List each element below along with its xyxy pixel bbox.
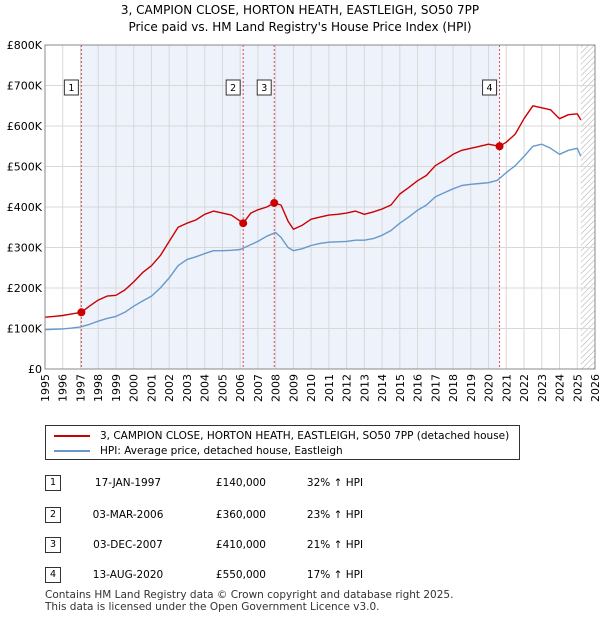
- x-tick-label: 2026: [589, 374, 600, 402]
- sale-number-badge: 4: [45, 567, 61, 583]
- x-tick-label: 2016: [412, 374, 425, 402]
- sale-label-box: [225, 79, 241, 96]
- legend-label-property: 3, CAMPION CLOSE, HORTON HEATH, EASTLEIG…: [100, 430, 510, 442]
- y-tick-label: £500K: [7, 161, 43, 174]
- sale-point: [495, 142, 504, 151]
- x-tick-label: 2015: [394, 374, 407, 402]
- sale-row: 3 03-DEC-2007 £410,000 21% ↑ HPI: [0, 535, 600, 555]
- sale-hpi-change: 23% ↑ HPI: [306, 509, 364, 521]
- x-tick-label: 2007: [252, 374, 265, 402]
- sale-point: [77, 308, 86, 317]
- x-tick-label: 1999: [110, 374, 123, 402]
- x-tick-label: 2023: [536, 374, 549, 402]
- footer-line-licence: This data is licensed under the Open Gov…: [45, 601, 380, 613]
- y-tick-label: £700K: [7, 80, 43, 93]
- sale-number-badge: 3: [45, 537, 61, 553]
- sale-price: £140,000: [215, 477, 266, 489]
- series-line-hpi: [44, 143, 582, 331]
- x-tick-label: 2018: [447, 374, 460, 402]
- plot-border: [44, 44, 596, 370]
- footer-line-copyright: Contains HM Land Registry data © Crown c…: [45, 589, 454, 601]
- x-tick-label: 2006: [234, 374, 247, 402]
- sale-price: £360,000: [215, 509, 266, 521]
- sale-label-number: 2: [230, 83, 236, 94]
- sale-number-badge: 2: [45, 507, 61, 523]
- x-tick-label: 1998: [92, 374, 105, 402]
- sale-label-box: [482, 79, 498, 96]
- chart-title-block: 3, CAMPION CLOSE, HORTON HEATH, EASTLEIG…: [0, 2, 600, 36]
- sale-label-number: 4: [487, 83, 493, 94]
- x-tick-label: 2022: [518, 374, 531, 402]
- footer-attribution: Contains HM Land Registry data © Crown c…: [45, 589, 453, 613]
- chart-title: 3, CAMPION CLOSE, HORTON HEATH, EASTLEIG…: [120, 3, 480, 17]
- sale-hpi-change: 17% ↑ HPI: [306, 569, 364, 581]
- legend-item-hpi: HPI: Average price, detached house, East…: [54, 444, 343, 458]
- sale-date: 03-DEC-2007: [93, 539, 163, 551]
- x-tick-label: 2005: [216, 374, 229, 402]
- sale-row: 2 03-MAR-2006 £360,000 23% ↑ HPI: [0, 505, 600, 525]
- x-tick-label: 2013: [358, 374, 371, 402]
- legend-item-property: 3, CAMPION CLOSE, HORTON HEATH, EASTLEIG…: [54, 429, 509, 443]
- sale-date: 03-MAR-2006: [92, 509, 164, 521]
- sale-label-number: 3: [261, 83, 267, 94]
- price-chart: £0 £100K £200K £300K £400K £500K £600K £700K £80…: [7, 39, 600, 402]
- x-tick-label: 1996: [57, 374, 70, 402]
- x-tick-label: 2019: [465, 374, 478, 402]
- x-tick-label: 2020: [483, 374, 496, 402]
- sale-price: £410,000: [215, 539, 266, 551]
- legend: 3, CAMPION CLOSE, HORTON HEATH, EASTLEIG…: [45, 425, 520, 460]
- x-tick-label: 2002: [163, 374, 176, 402]
- legend-swatch-property: [54, 435, 90, 437]
- x-tick-label: 2024: [554, 374, 567, 402]
- x-tick-label: 2014: [376, 374, 389, 402]
- sale-date: 17-JAN-1997: [94, 477, 162, 489]
- sale-row: 4 13-AUG-2020 £550,000 17% ↑ HPI: [0, 565, 600, 585]
- y-tick-label: £0: [28, 363, 42, 376]
- chart-subtitle: Price paid vs. HM Land Registry's House …: [128, 20, 472, 34]
- y-tick-label: £600K: [7, 120, 43, 133]
- y-tick-label: £800K: [7, 39, 43, 52]
- x-tick-label: 2011: [323, 374, 336, 402]
- sale-point: [239, 219, 248, 228]
- x-tick-label: 2001: [145, 374, 158, 402]
- x-tick-label: 2010: [305, 374, 318, 402]
- x-tick-label: 2000: [128, 374, 141, 402]
- x-tick-label: 1997: [74, 374, 87, 402]
- sale-label-box: [63, 79, 79, 96]
- x-tick-label: 2008: [270, 374, 283, 402]
- x-tick-label: 2021: [500, 374, 513, 402]
- sale-hpi-change: 32% ↑ HPI: [306, 477, 364, 489]
- x-tick-label: 2017: [429, 374, 442, 402]
- x-tick-label: 2004: [199, 374, 212, 402]
- sale-price: £550,000: [215, 569, 266, 581]
- x-tick-label: 1995: [39, 374, 52, 402]
- y-tick-label: £200K: [7, 282, 43, 295]
- sale-label-number: 1: [68, 83, 74, 94]
- x-tick-label: 2003: [181, 374, 194, 402]
- legend-label-hpi: HPI: Average price, detached house, East…: [100, 445, 343, 457]
- legend-swatch-hpi: [54, 450, 90, 452]
- sale-hpi-change: 21% ↑ HPI: [306, 539, 364, 551]
- sale-number-badge: 1: [45, 475, 61, 491]
- sale-date: 13-AUG-2020: [92, 569, 164, 581]
- sale-point: [270, 198, 279, 207]
- y-tick-label: £100K: [7, 323, 43, 336]
- x-tick-label: 2009: [287, 374, 300, 402]
- sale-row: 1 17-JAN-1997 £140,000 32% ↑ HPI: [0, 473, 600, 493]
- sale-label-box: [256, 79, 272, 96]
- y-tick-label: £400K: [7, 201, 43, 214]
- x-tick-label: 2025: [571, 374, 584, 402]
- x-tick-label: 2012: [341, 374, 354, 402]
- y-tick-label: £300K: [7, 242, 43, 255]
